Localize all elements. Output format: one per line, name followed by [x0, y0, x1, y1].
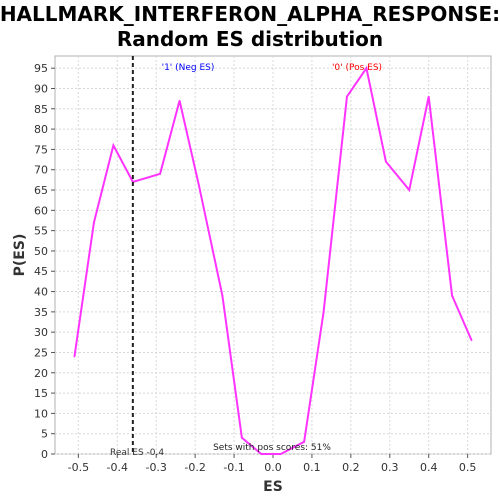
x-axis: -0.5 -0.4 -0.3 -0.2 -0.1 0.0 0.1 0.2 0.3 0.4 0.5	[68, 454, 477, 474]
y-tick-label: 55	[34, 225, 48, 238]
x-tick-label: 0.0	[264, 461, 282, 474]
data-point	[241, 436, 243, 439]
data-point	[178, 99, 181, 102]
data-point	[385, 160, 387, 163]
x-tick-label: -0.4	[107, 461, 128, 474]
data-point	[260, 453, 263, 455]
y-tick-label: 85	[34, 103, 48, 116]
data-point	[470, 339, 473, 342]
data-point	[73, 355, 76, 358]
data-point	[159, 172, 161, 175]
x-tick-label: -0.3	[145, 461, 166, 474]
data-point	[427, 95, 430, 98]
y-tick-label: 30	[34, 326, 48, 339]
y-tick-label: 75	[34, 143, 48, 156]
y-tick-label: 65	[34, 184, 48, 197]
data-point	[303, 441, 305, 443]
y-tick-label: 40	[34, 286, 48, 299]
data-point	[451, 294, 453, 297]
y-tick-label: 60	[34, 204, 48, 217]
x-tick-label: 0.2	[342, 461, 360, 474]
y-tick-label: 80	[34, 123, 48, 136]
data-point	[198, 185, 200, 187]
y-tick-label: 95	[34, 62, 48, 75]
x-tick-label: 0.5	[459, 461, 477, 474]
data-point	[408, 189, 411, 191]
y-tick-label: 25	[34, 346, 48, 359]
x-tick-label: -0.1	[223, 461, 244, 474]
chart-title-line2: Random ES distribution	[117, 27, 383, 51]
plot-area	[54, 55, 492, 455]
y-tick-label: 45	[34, 265, 48, 278]
data-point	[221, 294, 224, 297]
y-tick-label: 20	[34, 367, 48, 380]
chart-title-line1: HALLMARK_INTERFERON_ALPHA_RESPONSE:	[0, 2, 500, 26]
y-tick-label: 70	[34, 164, 48, 177]
data-point	[279, 453, 282, 455]
y-tick-label: 5	[41, 428, 48, 441]
x-tick-label: -0.2	[184, 461, 205, 474]
y-axis-label: P(ES)	[12, 234, 28, 277]
pos-scores-text: Sets with pos scores: 51%	[213, 443, 331, 453]
data-point	[112, 144, 115, 147]
data-point	[365, 67, 368, 69]
data-point	[346, 95, 348, 98]
y-tick-label: 0	[41, 448, 48, 461]
real-es-label: Real ES -0.4	[110, 448, 164, 458]
y-tick-label: 35	[34, 306, 48, 319]
x-tick-label: -0.5	[68, 461, 89, 474]
y-tick-label: 90	[34, 82, 48, 95]
y-tick-label: 50	[34, 245, 48, 258]
x-tick-label: 0.3	[381, 461, 399, 474]
pos-es-label: '0' (Pos ES)	[332, 63, 382, 73]
grid	[55, 56, 491, 455]
y-tick-label: 15	[34, 387, 48, 400]
series-line	[73, 65, 473, 455]
y-tick-label: 10	[34, 407, 48, 420]
data-point	[93, 221, 95, 224]
x-tick-label: 0.4	[420, 461, 438, 474]
x-tick-label: 0.1	[303, 461, 321, 474]
data-point	[322, 311, 325, 313]
x-axis-label: ES	[263, 479, 283, 495]
y-axis: 0 5 10 15 20 25 30 35 40 45 50 55 60 65 70 75 80 85 90 95	[34, 62, 55, 461]
neg-es-label: '1' (Neg ES)	[162, 63, 215, 73]
